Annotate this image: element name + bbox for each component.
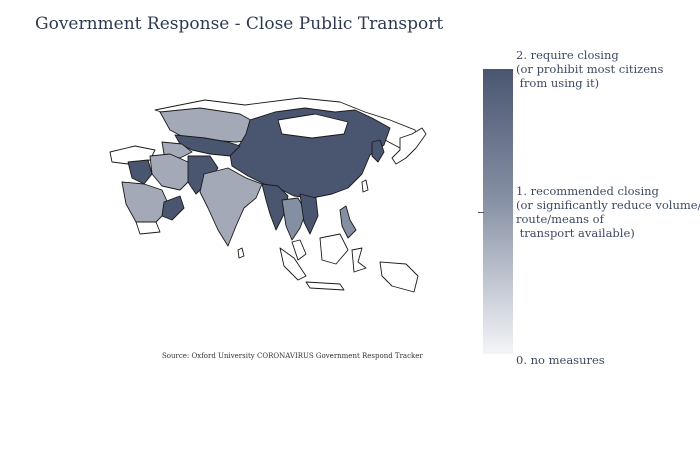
colorbar-label-recommended-closing: 1. recommended closing (or significantly… — [516, 184, 700, 240]
region-india — [199, 167, 263, 247]
region-new-guinea — [379, 261, 419, 293]
source-note: Source: Oxford University CORONAVIRUS Go… — [162, 352, 423, 360]
region-iraq — [127, 159, 153, 185]
region-sulawesi — [351, 247, 367, 273]
region-korea — [371, 139, 385, 163]
region-sri-lanka — [237, 247, 245, 259]
colorbar-tick — [478, 212, 484, 213]
region-thailand — [281, 197, 307, 241]
region-sumatra — [279, 247, 307, 281]
chart-title: Government Response - Close Public Trans… — [35, 14, 444, 34]
region-yemen — [135, 221, 161, 235]
colorbar-label-require-closing: 2. require closing (or prohibit most cit… — [516, 48, 664, 90]
region-saudi-arabia — [121, 181, 171, 225]
region-china — [229, 107, 391, 199]
region-myanmar — [261, 183, 289, 231]
region-mongolia — [277, 113, 349, 139]
region-vietnam — [299, 193, 319, 235]
region-iran — [149, 153, 193, 191]
asia-choropleth-map[interactable] — [100, 90, 450, 305]
colorbar — [483, 69, 513, 354]
region-java — [305, 281, 345, 291]
region-japan — [391, 127, 427, 165]
region-philippines — [339, 205, 357, 239]
region-taiwan — [361, 179, 369, 193]
region-malaysia — [291, 239, 307, 261]
colorbar-label-no-measures: 0. no measures — [516, 353, 605, 367]
region-borneo — [319, 233, 349, 265]
region-oman — [161, 195, 185, 221]
